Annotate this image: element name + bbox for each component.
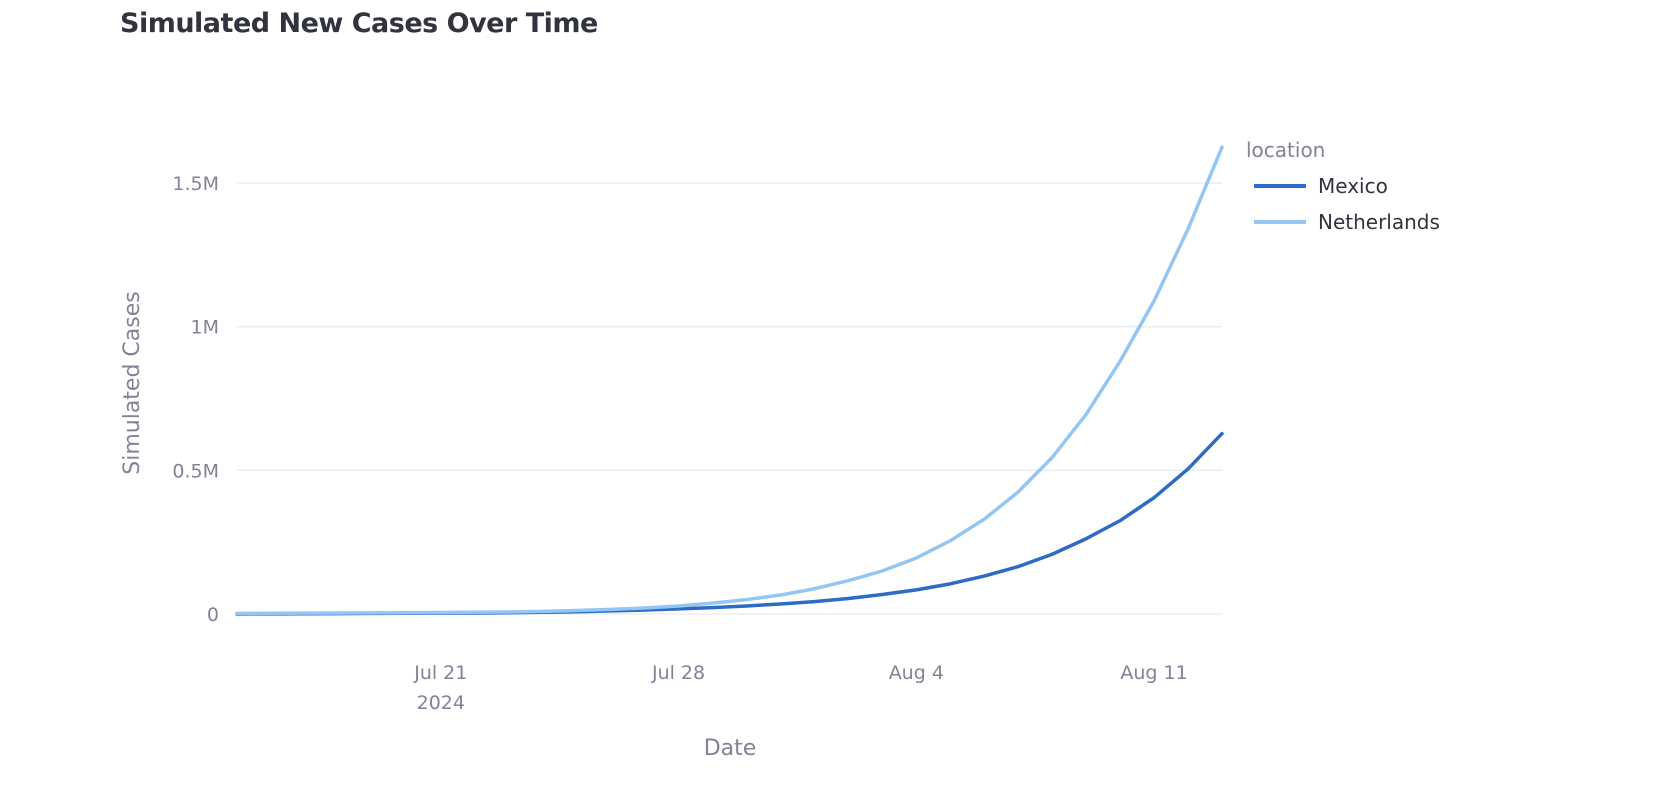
series-line-netherlands [235,145,1224,616]
x-tick-label: Aug 4 [889,662,944,684]
x-tick-label: Jul 28 [651,662,705,684]
legend-items: Mexico Netherlands [1254,174,1440,234]
y-tick-label: 1M [191,317,219,339]
legend-item-netherlands[interactable]: Netherlands [1254,210,1440,234]
y-tick-label: 0 [207,604,219,626]
chart-title: Simulated New Cases Over Time [120,8,598,39]
legend-label: Netherlands [1318,210,1440,234]
x-axis-ticks: Jul 21 2024 Jul 28 Aug 4 Aug 11 [413,662,1188,714]
x-tick-label: Jul 21 [413,662,467,684]
y-axis-title: Simulated Cases [120,291,145,474]
y-tick-label: 0.5M [172,460,219,482]
y-axis-ticks: 0 0.5M 1M 1.5M [172,173,219,626]
x-axis-title: Date [704,736,757,761]
x-tick-sublabel: 2024 [417,692,465,714]
legend-item-mexico[interactable]: Mexico [1254,174,1388,198]
gridlines [237,182,1222,615]
legend-title: location [1246,138,1325,162]
y-tick-label: 1.5M [172,173,219,195]
legend-label: Mexico [1318,174,1388,198]
series-lines [235,145,1224,616]
x-tick-label: Aug 11 [1120,662,1187,684]
legend[interactable]: location Mexico Netherlands [1246,138,1440,234]
series-line-mexico [235,431,1224,616]
